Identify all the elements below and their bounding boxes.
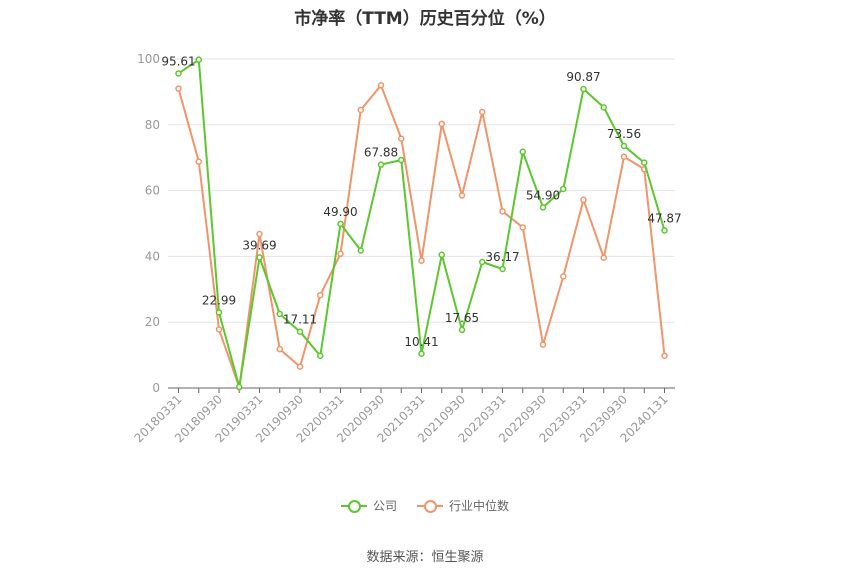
y-tick-label-100: 100 (137, 52, 160, 66)
point-industry-15 (479, 108, 486, 116)
legend-item-company[interactable]: 公司 (340, 497, 397, 514)
point-company-8 (337, 220, 344, 228)
data-label-12: 10.41 (404, 335, 438, 349)
point-company-1 (195, 56, 202, 63)
point-industry-1 (195, 158, 202, 165)
data-label-0: 95.61 (161, 54, 195, 68)
point-industry-19 (560, 273, 567, 280)
legend-swatch-company-icon (340, 499, 367, 513)
data-label-24: 47.87 (647, 212, 681, 226)
point-company-23 (641, 159, 648, 166)
legend-item-industry[interactable]: 行业中位数 (417, 497, 509, 514)
point-company-3 (236, 383, 243, 391)
point-industry-9 (357, 106, 364, 114)
point-company-9 (357, 247, 364, 254)
source-note: 数据来源：恒生聚源 (366, 550, 484, 565)
data-label-20: 90.87 (566, 70, 600, 84)
point-industry-13 (438, 120, 445, 128)
point-industry-24 (661, 352, 668, 360)
legend-swatch-industry-icon (417, 499, 443, 513)
point-company-5 (276, 310, 283, 318)
point-industry-4 (256, 230, 263, 238)
point-company-19 (560, 185, 567, 193)
chart-title: 市净率（TTM）历史百分位（%） (294, 9, 556, 29)
point-industry-18 (539, 341, 547, 348)
point-company-21 (600, 104, 607, 111)
y-tick-label-60: 60 (145, 184, 160, 198)
point-company-7 (317, 352, 324, 360)
data-label-16: 36.17 (485, 250, 519, 264)
data-label-6: 17.11 (283, 313, 317, 327)
point-company-13 (438, 251, 445, 259)
point-industry-20 (580, 196, 587, 204)
point-industry-6 (296, 363, 304, 370)
point-industry-10 (377, 82, 385, 89)
point-industry-17 (519, 224, 526, 231)
data-label-10: 67.88 (364, 146, 398, 160)
point-company-17 (519, 148, 526, 156)
y-tick-label-80: 80 (145, 118, 160, 132)
data-label-18: 54.90 (526, 188, 560, 202)
point-industry-8 (337, 250, 344, 258)
y-tick-label-20: 20 (145, 315, 160, 329)
point-industry-5 (276, 345, 283, 353)
data-label-14: 17.65 (445, 311, 479, 325)
legend-label-industry: 行业中位数 (449, 499, 510, 513)
point-industry-11 (398, 135, 405, 142)
point-company-12 (418, 350, 425, 358)
point-industry-16 (499, 208, 506, 215)
point-industry-7 (317, 291, 324, 299)
point-company-20 (580, 85, 587, 93)
point-company-6 (296, 328, 304, 335)
point-industry-12 (418, 257, 425, 264)
point-industry-2 (215, 326, 223, 333)
point-company-16 (499, 265, 506, 273)
data-label-2: 22.99 (202, 293, 236, 307)
point-company-0 (175, 70, 182, 77)
y-tick-label-0: 0 (152, 381, 160, 395)
point-industry-14 (458, 192, 466, 199)
data-label-4: 39.69 (242, 238, 276, 252)
point-industry-0 (175, 85, 182, 92)
point-company-18 (539, 204, 547, 211)
point-company-15 (479, 258, 486, 266)
point-company-10 (377, 161, 385, 168)
point-company-4 (256, 254, 263, 261)
point-company-24 (661, 227, 668, 234)
point-industry-22 (620, 153, 628, 160)
data-label-8: 49.90 (323, 205, 357, 219)
point-company-14 (458, 326, 466, 334)
point-company-2 (215, 309, 223, 316)
point-company-11 (398, 156, 405, 164)
legend-label-company: 公司 (372, 499, 397, 513)
point-company-22 (620, 142, 628, 150)
y-tick-label-40: 40 (145, 249, 160, 263)
point-industry-21 (600, 254, 607, 261)
data-label-22: 73.56 (607, 127, 641, 141)
legend: 公司 行业中位数 (0, 497, 850, 514)
